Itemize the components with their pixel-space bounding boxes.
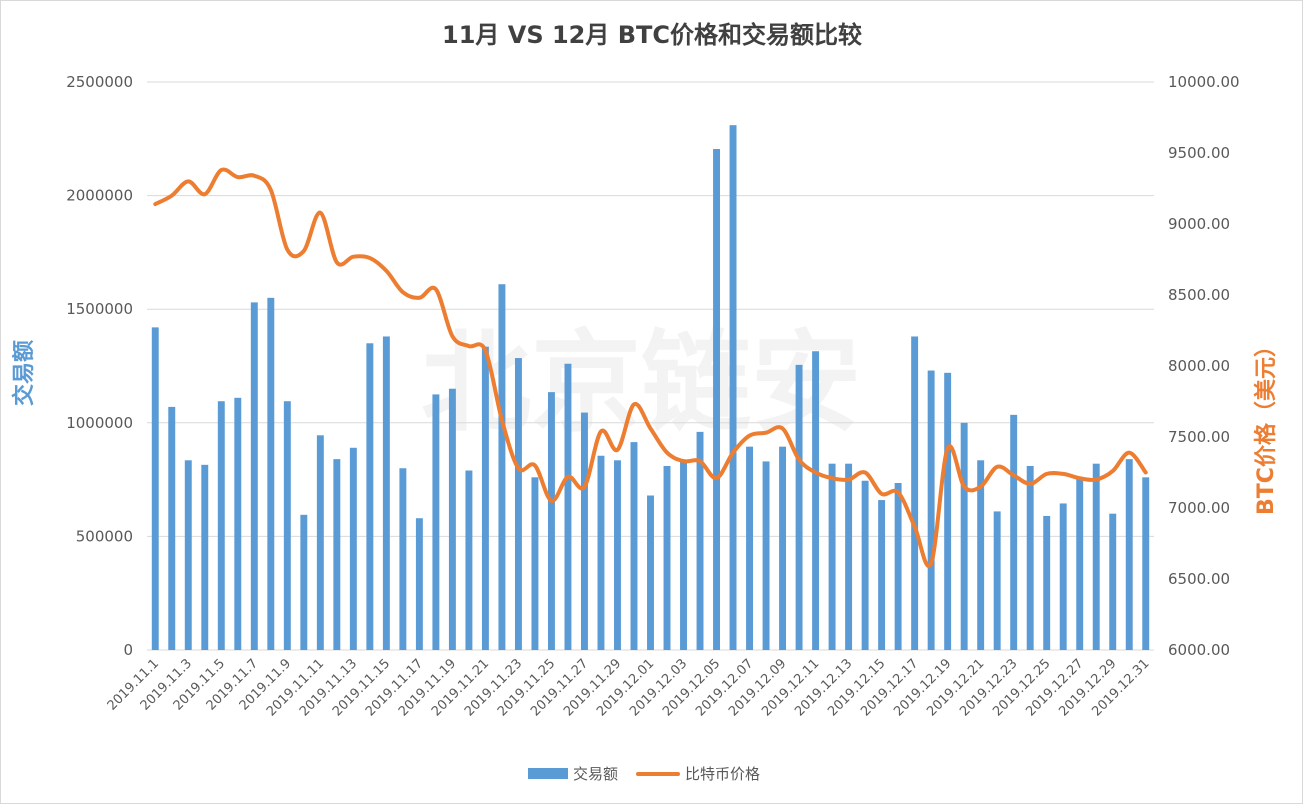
bar[interactable] (663, 465, 671, 650)
right-tick-label: 9000.00 (1168, 215, 1230, 233)
bar[interactable] (234, 397, 242, 650)
bar[interactable] (779, 446, 787, 650)
bar[interactable] (382, 336, 390, 650)
bar[interactable] (696, 431, 704, 650)
bar[interactable] (415, 518, 423, 650)
bar[interactable] (680, 461, 687, 650)
bar[interactable] (795, 364, 803, 650)
bar[interactable] (927, 370, 935, 650)
bar[interactable] (366, 343, 374, 650)
bar[interactable] (448, 388, 456, 650)
right-tick-label: 6500.00 (1168, 570, 1230, 588)
right-tick-label: 7500.00 (1168, 428, 1230, 446)
chart-title: 11月 VS 12月 BTC价格和交易额比较 (442, 21, 862, 49)
x-axis-ticks: 2019.11.12019.11.32019.11.52019.11.72019… (105, 656, 1153, 719)
bar[interactable] (845, 463, 853, 650)
bar[interactable] (894, 483, 902, 650)
bar[interactable] (944, 372, 952, 650)
left-tick-label: 500000 (76, 527, 133, 545)
right-tick-label: 8500.00 (1168, 286, 1230, 304)
bar[interactable] (333, 459, 341, 650)
left-tick-label: 2000000 (66, 187, 133, 205)
bar[interactable] (498, 284, 506, 650)
bar[interactable] (168, 406, 176, 650)
bar[interactable] (812, 351, 820, 650)
bar[interactable] (746, 446, 754, 650)
bar[interactable] (283, 401, 291, 650)
bar[interactable] (151, 327, 159, 650)
bar[interactable] (316, 435, 324, 650)
bar[interactable] (1109, 513, 1117, 650)
bar[interactable] (399, 468, 407, 650)
bar[interactable] (647, 495, 654, 650)
bar[interactable] (267, 297, 275, 650)
bar[interactable] (1092, 463, 1100, 650)
bar[interactable] (1125, 459, 1133, 650)
bar[interactable] (1043, 515, 1051, 650)
bar[interactable] (217, 401, 225, 650)
legend[interactable]: 交易额 比特币价格 (528, 765, 760, 783)
right-tick-label: 6000.00 (1168, 641, 1230, 659)
bar[interactable] (300, 514, 308, 650)
bar[interactable] (1059, 503, 1067, 650)
right-axis-ticks: 6000.00 6500.00 7000.00 7500.00 8000.00 8500.… (1168, 73, 1240, 659)
bar[interactable] (713, 149, 720, 651)
bar[interactable] (614, 460, 621, 650)
price-line (153, 167, 1148, 568)
bar[interactable] (531, 477, 539, 650)
bar[interactable] (993, 511, 1001, 650)
left-tick-label: 2500000 (66, 73, 133, 91)
bar[interactable] (1010, 414, 1018, 650)
bar[interactable] (514, 358, 522, 650)
bar[interactable] (184, 460, 192, 650)
right-tick-label: 8000.00 (1168, 357, 1230, 375)
bar[interactable] (977, 460, 985, 650)
bar[interactable] (911, 336, 919, 650)
bar[interactable] (581, 412, 588, 650)
right-axis-title: BTC价格（美元） (1253, 335, 1279, 515)
bar[interactable] (481, 346, 489, 650)
right-tick-label: 10000.00 (1168, 73, 1240, 91)
bar[interactable] (597, 455, 605, 650)
legend-line-label: 比特币价格 (685, 765, 760, 783)
right-tick-label: 7000.00 (1168, 499, 1230, 517)
bar[interactable] (960, 422, 968, 650)
left-tick-label: 0 (123, 641, 133, 659)
bar[interactable] (878, 500, 886, 650)
left-axis-title: 交易额 (11, 340, 37, 406)
bar-series (151, 125, 1150, 651)
legend-bar-swatch (528, 768, 568, 779)
left-axis-ticks: 0 500000 1000000 1500000 2000000 2500000 (66, 73, 133, 659)
bar[interactable] (828, 463, 836, 650)
bar[interactable] (432, 394, 440, 650)
bar[interactable] (630, 442, 638, 650)
bar[interactable] (250, 302, 258, 650)
bar[interactable] (762, 461, 770, 650)
left-tick-label: 1500000 (66, 300, 133, 318)
left-tick-label: 1000000 (66, 414, 133, 432)
bar[interactable] (201, 464, 209, 650)
bar[interactable] (465, 470, 473, 650)
right-tick-label: 9500.00 (1168, 144, 1230, 162)
bar[interactable] (349, 447, 357, 650)
bar[interactable] (564, 363, 572, 650)
bar[interactable] (547, 392, 555, 650)
bar[interactable] (861, 480, 869, 650)
bar[interactable] (1142, 477, 1150, 650)
bar[interactable] (1076, 477, 1084, 650)
legend-bar-label: 交易额 (573, 765, 618, 783)
bar[interactable] (729, 125, 737, 651)
bar[interactable] (1026, 465, 1034, 650)
